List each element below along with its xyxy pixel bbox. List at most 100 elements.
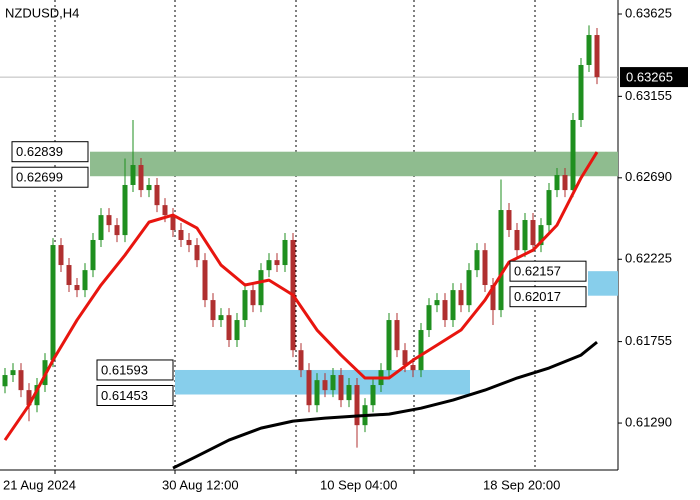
x-tick-label: 21 Aug 2024 (3, 477, 76, 492)
candle-body (418, 330, 424, 371)
candle-body (586, 35, 592, 65)
candle-body (194, 245, 200, 261)
candle-body (474, 250, 480, 271)
candle-body (442, 300, 448, 321)
candle-body (146, 184, 152, 191)
current-price-box (620, 67, 688, 88)
candle-body (450, 290, 456, 321)
candle-body (170, 215, 176, 231)
moving-average (172, 340, 598, 470)
candle-body (386, 320, 392, 371)
zone (90, 151, 618, 177)
candle-body (162, 205, 168, 216)
candle-body (242, 290, 248, 321)
candle-body (274, 260, 280, 266)
zone-label-box (96, 384, 174, 406)
candle-body (74, 285, 80, 291)
zone-label: 0.61453 (101, 388, 148, 403)
candle-body (98, 215, 104, 240)
candle-body (514, 230, 520, 251)
candle-body (498, 210, 504, 311)
candle-body (402, 350, 408, 366)
candle-body (66, 265, 72, 286)
candle-body (554, 175, 560, 191)
candle-body (458, 290, 464, 306)
y-tick-label: 0.62225 (625, 251, 672, 266)
candle-body (34, 385, 40, 406)
candle-body (530, 220, 536, 246)
x-tick-label: 30 Aug 12:00 (162, 477, 239, 492)
candle-body (178, 230, 184, 240)
zone-label: 0.62017 (514, 289, 561, 304)
candle-body (338, 375, 344, 401)
candle-body (50, 245, 56, 361)
candle-body (250, 290, 256, 306)
candle-body (354, 385, 360, 426)
candle-body (106, 215, 112, 226)
candle-body (578, 64, 584, 120)
candle-body (490, 285, 496, 311)
candle-body (90, 239, 96, 271)
candle-body (2, 375, 8, 387)
y-tick-label: 0.63625 (625, 5, 672, 20)
candle-body (314, 380, 320, 406)
candle-body (410, 365, 416, 371)
zone-label-box (96, 359, 174, 381)
candle-body (202, 260, 208, 301)
candle-body (562, 175, 568, 191)
candle-body (482, 250, 488, 286)
candle-body (282, 239, 288, 266)
candle-body (394, 320, 400, 351)
zone-label-box (11, 166, 89, 188)
candle-body (10, 370, 16, 376)
zone-label: 0.61593 (101, 362, 148, 377)
chart-title: NZDUSD,H4 (5, 5, 79, 20)
candle-body (298, 350, 304, 371)
candle-body (570, 119, 576, 191)
zone-label-box (509, 260, 587, 282)
candle-body (130, 165, 136, 185)
candle-body (258, 270, 264, 306)
candle-body (58, 245, 64, 266)
candle-body (506, 210, 512, 231)
moving-average (3, 151, 599, 441)
candle-body (594, 35, 600, 78)
y-tick-label: 0.61290 (625, 414, 672, 429)
candle-body (466, 270, 472, 306)
candle-body (218, 315, 224, 321)
y-tick-label: 0.62690 (625, 169, 672, 184)
candle-body (522, 220, 528, 251)
candle-body (546, 190, 552, 226)
zone-label: 0.62157 (514, 264, 561, 279)
candle-body (434, 300, 440, 306)
candle-body (322, 380, 328, 391)
candle-body (346, 385, 352, 401)
candle-body (114, 225, 120, 236)
candle-body (154, 184, 160, 206)
candle-body (122, 184, 128, 236)
candle-body (26, 390, 32, 406)
candle-body (82, 270, 88, 291)
x-tick-label: 18 Sep 20:00 (483, 477, 560, 492)
candle-body (210, 300, 216, 321)
candle-body (266, 260, 272, 271)
zone-label-box (509, 286, 587, 308)
candle-body (370, 385, 376, 406)
y-tick-label: 0.63155 (625, 88, 672, 103)
candle-body (538, 225, 544, 246)
candle-body (306, 370, 312, 406)
candle-body (234, 320, 240, 341)
candle-body (18, 370, 24, 391)
zone-label-box (11, 141, 89, 163)
y-tick-label: 0.61755 (625, 333, 672, 348)
candle-body (426, 305, 432, 331)
zone-label: 0.62699 (16, 170, 63, 185)
candle-body (226, 315, 232, 341)
candle-body (138, 165, 144, 191)
candle-body (186, 239, 192, 246)
zone (588, 271, 618, 296)
current-price-label: 0.63265 (626, 70, 673, 85)
x-tick-label: 10 Sep 04:00 (320, 477, 397, 492)
candle-body (330, 375, 336, 391)
